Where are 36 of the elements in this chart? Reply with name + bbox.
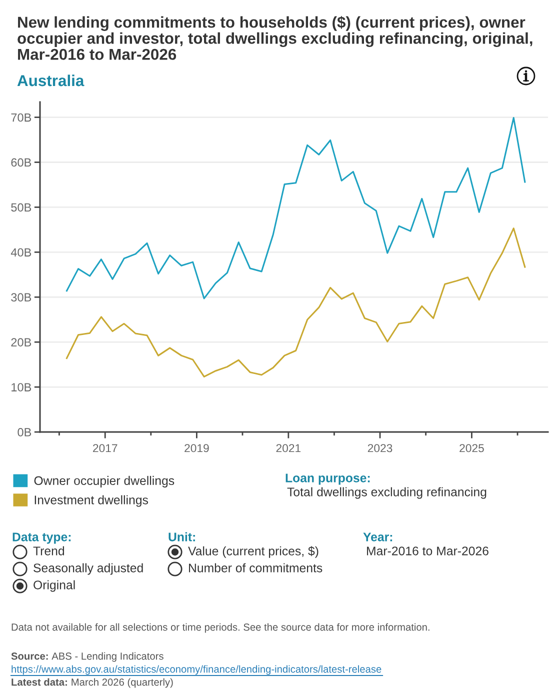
text: Value (current prices, $) [188,546,318,558]
text: Number of commitments [189,563,322,572]
text: https://www.abs.gov.au/statistics/economy/finance/lending-indicators/latest-release [12,665,382,675]
source-note: Source: [11,652,48,660]
text: ABS - Lending Indicators [52,652,164,662]
x-tick-label: 2023 [368,444,392,452]
text: Original [34,580,75,592]
line-series [66,116,526,300]
text: Year: [363,532,392,542]
y-tick-label: 70B [11,113,32,122]
y-tick-label: 10B [12,383,32,392]
text: Loan purpose: [286,474,370,485]
text: Trend [33,546,64,556]
y-tick-label: 60B [11,158,32,167]
text: Data not available for all selections or time periods. See the source data for more information. [12,623,430,633]
text: Unit: [168,532,195,542]
text: Total dwellings excluding refinancing [287,487,486,499]
x-tick-label: 2019 [184,444,209,452]
text: Data type: [12,532,71,544]
chart-title: New lending commitments to households ($) (current prices), owner occupier and investor, total dwellings excluding refinancing, original, Mar-2016 to Mar-2026 [18,16,532,60]
y-tick-label: 0B [18,428,32,436]
text: Latest data: [12,678,67,686]
x-tick-label: 2017 [93,444,118,452]
chart-subtitle: Australia [17,74,84,86]
y-tick-label: 30B [11,293,32,302]
text: Seasonally adjusted [34,563,143,575]
y-tick-label: 50B [11,203,32,212]
legend-label: Owner occupier dwellings [34,476,174,488]
line-series [66,228,526,378]
legend-label: Investment dwellings [34,495,148,507]
y-tick-label: 20B [11,338,32,346]
x-tick-label: 2021 [276,444,301,452]
text: Mar-2016 to Mar-2026 [367,546,488,556]
x-tick-label: 2025 [460,444,484,452]
y-tick-label: 40B [10,248,32,257]
text: March 2026 (quarterly) [72,678,173,688]
